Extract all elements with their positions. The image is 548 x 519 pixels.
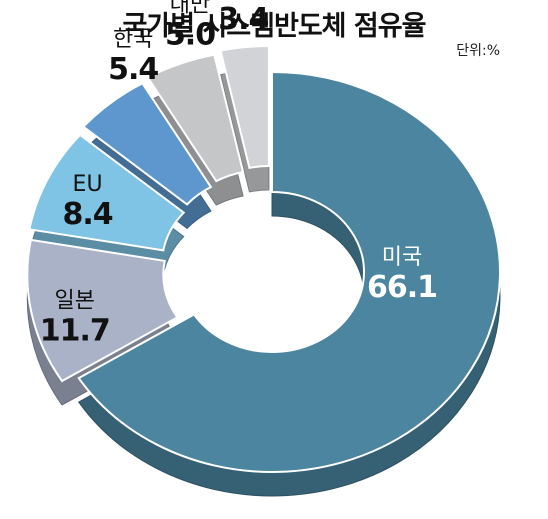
- value-label-5: 3.4: [218, 2, 268, 37]
- value-label-3: 5.4: [108, 52, 158, 87]
- value-label-4: 5.0: [165, 17, 215, 52]
- chart-title: 국가별 시스템반도체 점유율: [122, 11, 427, 42]
- value-label-2: 8.4: [62, 197, 112, 232]
- slice-3: [81, 82, 213, 206]
- category-label-4: 대만: [170, 0, 210, 17]
- category-label-3: 한국: [113, 27, 153, 52]
- slice-4: [146, 53, 245, 183]
- slice-0: [77, 70, 501, 473]
- slice-5: [219, 45, 270, 170]
- category-label-5: 기타: [223, 0, 263, 2]
- value-label-0: 66.1: [367, 270, 437, 305]
- category-label-0: 미국: [382, 245, 422, 270]
- category-label-2: EU: [73, 172, 103, 197]
- slice-1: [26, 238, 179, 383]
- slice-2: [28, 133, 186, 252]
- category-label-1: 일본: [55, 289, 95, 314]
- value-label-1: 11.7: [40, 314, 110, 349]
- unit-label: 단위:%: [456, 43, 500, 59]
